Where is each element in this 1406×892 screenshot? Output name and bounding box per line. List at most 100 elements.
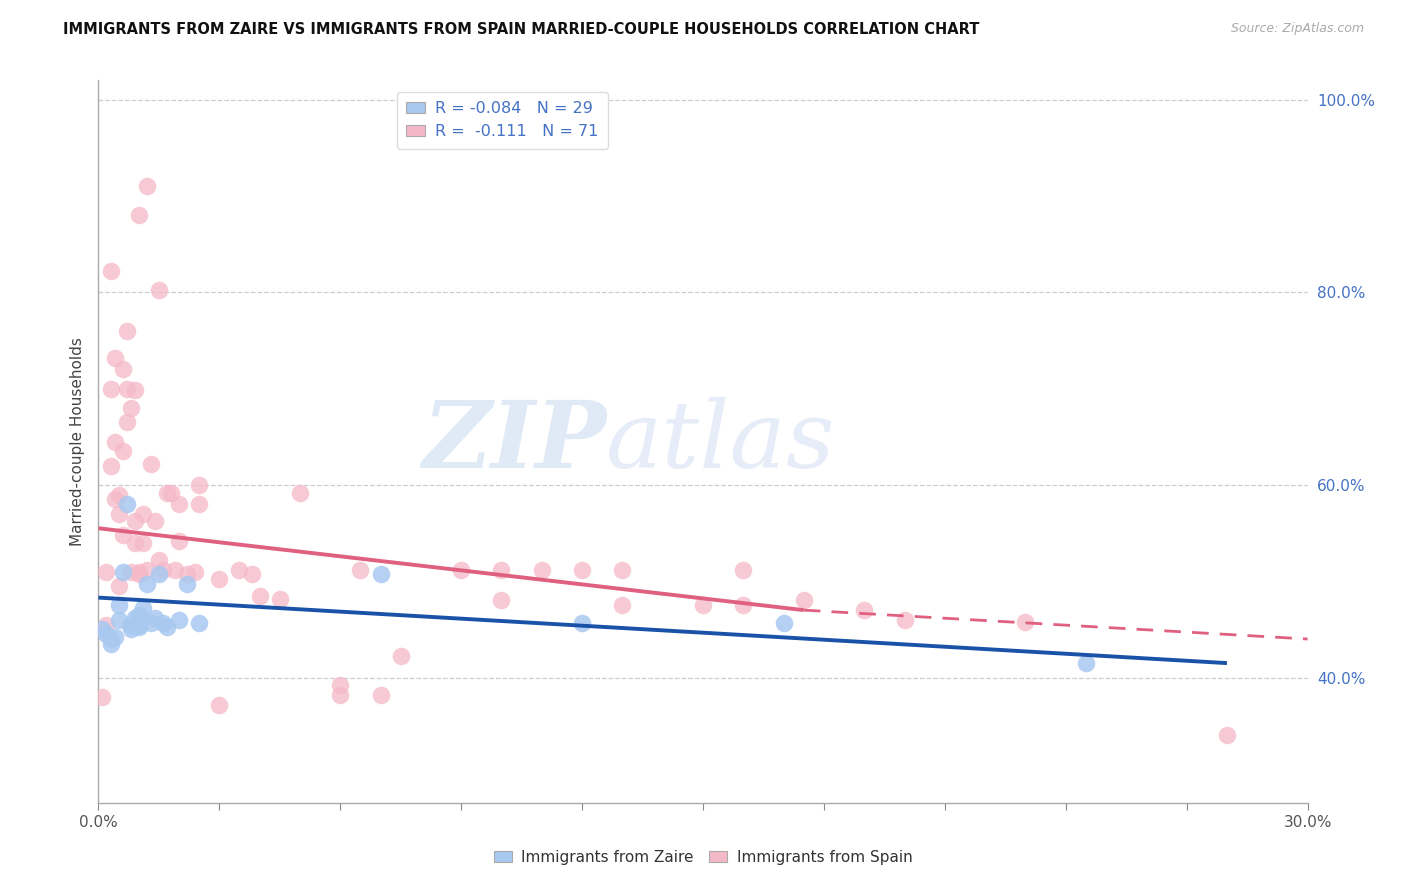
Point (120, 617, 142, 632)
Point (100, 382, 122, 396)
Point (148, 553, 170, 567)
Point (160, 485, 183, 500)
Point (450, 563, 472, 577)
Point (128, 566, 150, 581)
Point (124, 611, 146, 625)
Y-axis label: Married-couple Households: Married-couple Households (69, 337, 84, 546)
Text: Source: ZipAtlas.com: Source: ZipAtlas.com (1230, 22, 1364, 36)
Point (370, 688, 392, 702)
Point (100, 264, 122, 278)
Point (733, 599, 755, 613)
Legend: Immigrants from Zaire, Immigrants from Spain: Immigrants from Zaire, Immigrants from S… (488, 844, 918, 871)
Point (103, 351, 125, 365)
Text: atlas: atlas (606, 397, 835, 486)
Point (132, 601, 155, 615)
Point (100, 458, 122, 473)
Point (188, 497, 211, 511)
Point (103, 492, 125, 507)
Point (107, 579, 129, 593)
Point (128, 619, 150, 633)
Point (329, 678, 352, 692)
Point (91, 690, 114, 704)
Point (100, 637, 122, 651)
Point (115, 324, 138, 338)
Point (143, 611, 166, 625)
Point (148, 283, 170, 297)
Point (115, 497, 138, 511)
Point (100, 632, 122, 646)
Point (1216, 728, 1239, 742)
Point (96, 617, 118, 632)
Point (571, 615, 593, 630)
Point (163, 563, 186, 577)
Point (107, 487, 129, 501)
Point (853, 603, 876, 617)
Point (139, 457, 162, 471)
Point (491, 593, 513, 607)
Text: ZIP: ZIP (422, 397, 606, 486)
Point (167, 613, 190, 627)
Point (208, 572, 231, 586)
Point (733, 563, 755, 577)
Point (1074, 656, 1097, 670)
Point (491, 563, 513, 577)
Point (612, 599, 634, 613)
Point (188, 615, 211, 630)
Point (389, 649, 412, 664)
Point (115, 415, 138, 429)
Point (128, 565, 150, 579)
Point (692, 599, 714, 613)
Point (135, 577, 157, 591)
Point (184, 565, 207, 579)
Point (571, 563, 593, 577)
Point (143, 515, 166, 529)
Point (103, 434, 125, 449)
Point (107, 613, 129, 627)
Point (249, 589, 271, 603)
Point (107, 507, 129, 521)
Point (128, 208, 150, 222)
Point (370, 567, 392, 582)
Point (135, 563, 157, 577)
Point (120, 623, 142, 637)
Point (156, 619, 179, 633)
Point (135, 179, 157, 194)
Point (111, 362, 134, 376)
Point (124, 515, 146, 529)
Point (176, 566, 198, 581)
Point (176, 577, 198, 591)
Point (111, 528, 134, 542)
Point (156, 485, 179, 500)
Point (103, 630, 125, 644)
Point (115, 382, 138, 396)
Point (793, 593, 815, 607)
Point (349, 563, 371, 577)
Point (152, 563, 174, 577)
Point (120, 565, 142, 579)
Point (120, 401, 142, 415)
Point (329, 688, 352, 702)
Point (107, 599, 129, 613)
Point (893, 613, 915, 627)
Point (167, 533, 190, 548)
Point (96, 627, 118, 641)
Point (124, 384, 146, 398)
Legend: R = -0.084   N = 29, R =  -0.111   N = 71: R = -0.084 N = 29, R = -0.111 N = 71 (396, 92, 607, 149)
Point (167, 497, 190, 511)
Point (208, 698, 231, 712)
Point (128, 607, 150, 622)
Point (612, 563, 634, 577)
Point (111, 565, 134, 579)
Point (228, 563, 250, 577)
Point (188, 478, 211, 492)
Point (240, 566, 263, 581)
Point (132, 535, 155, 549)
Point (269, 591, 291, 606)
Point (152, 615, 174, 630)
Point (111, 444, 134, 458)
Point (124, 535, 146, 549)
Point (91, 623, 114, 637)
Point (772, 615, 794, 630)
Point (530, 563, 553, 577)
Point (148, 567, 170, 582)
